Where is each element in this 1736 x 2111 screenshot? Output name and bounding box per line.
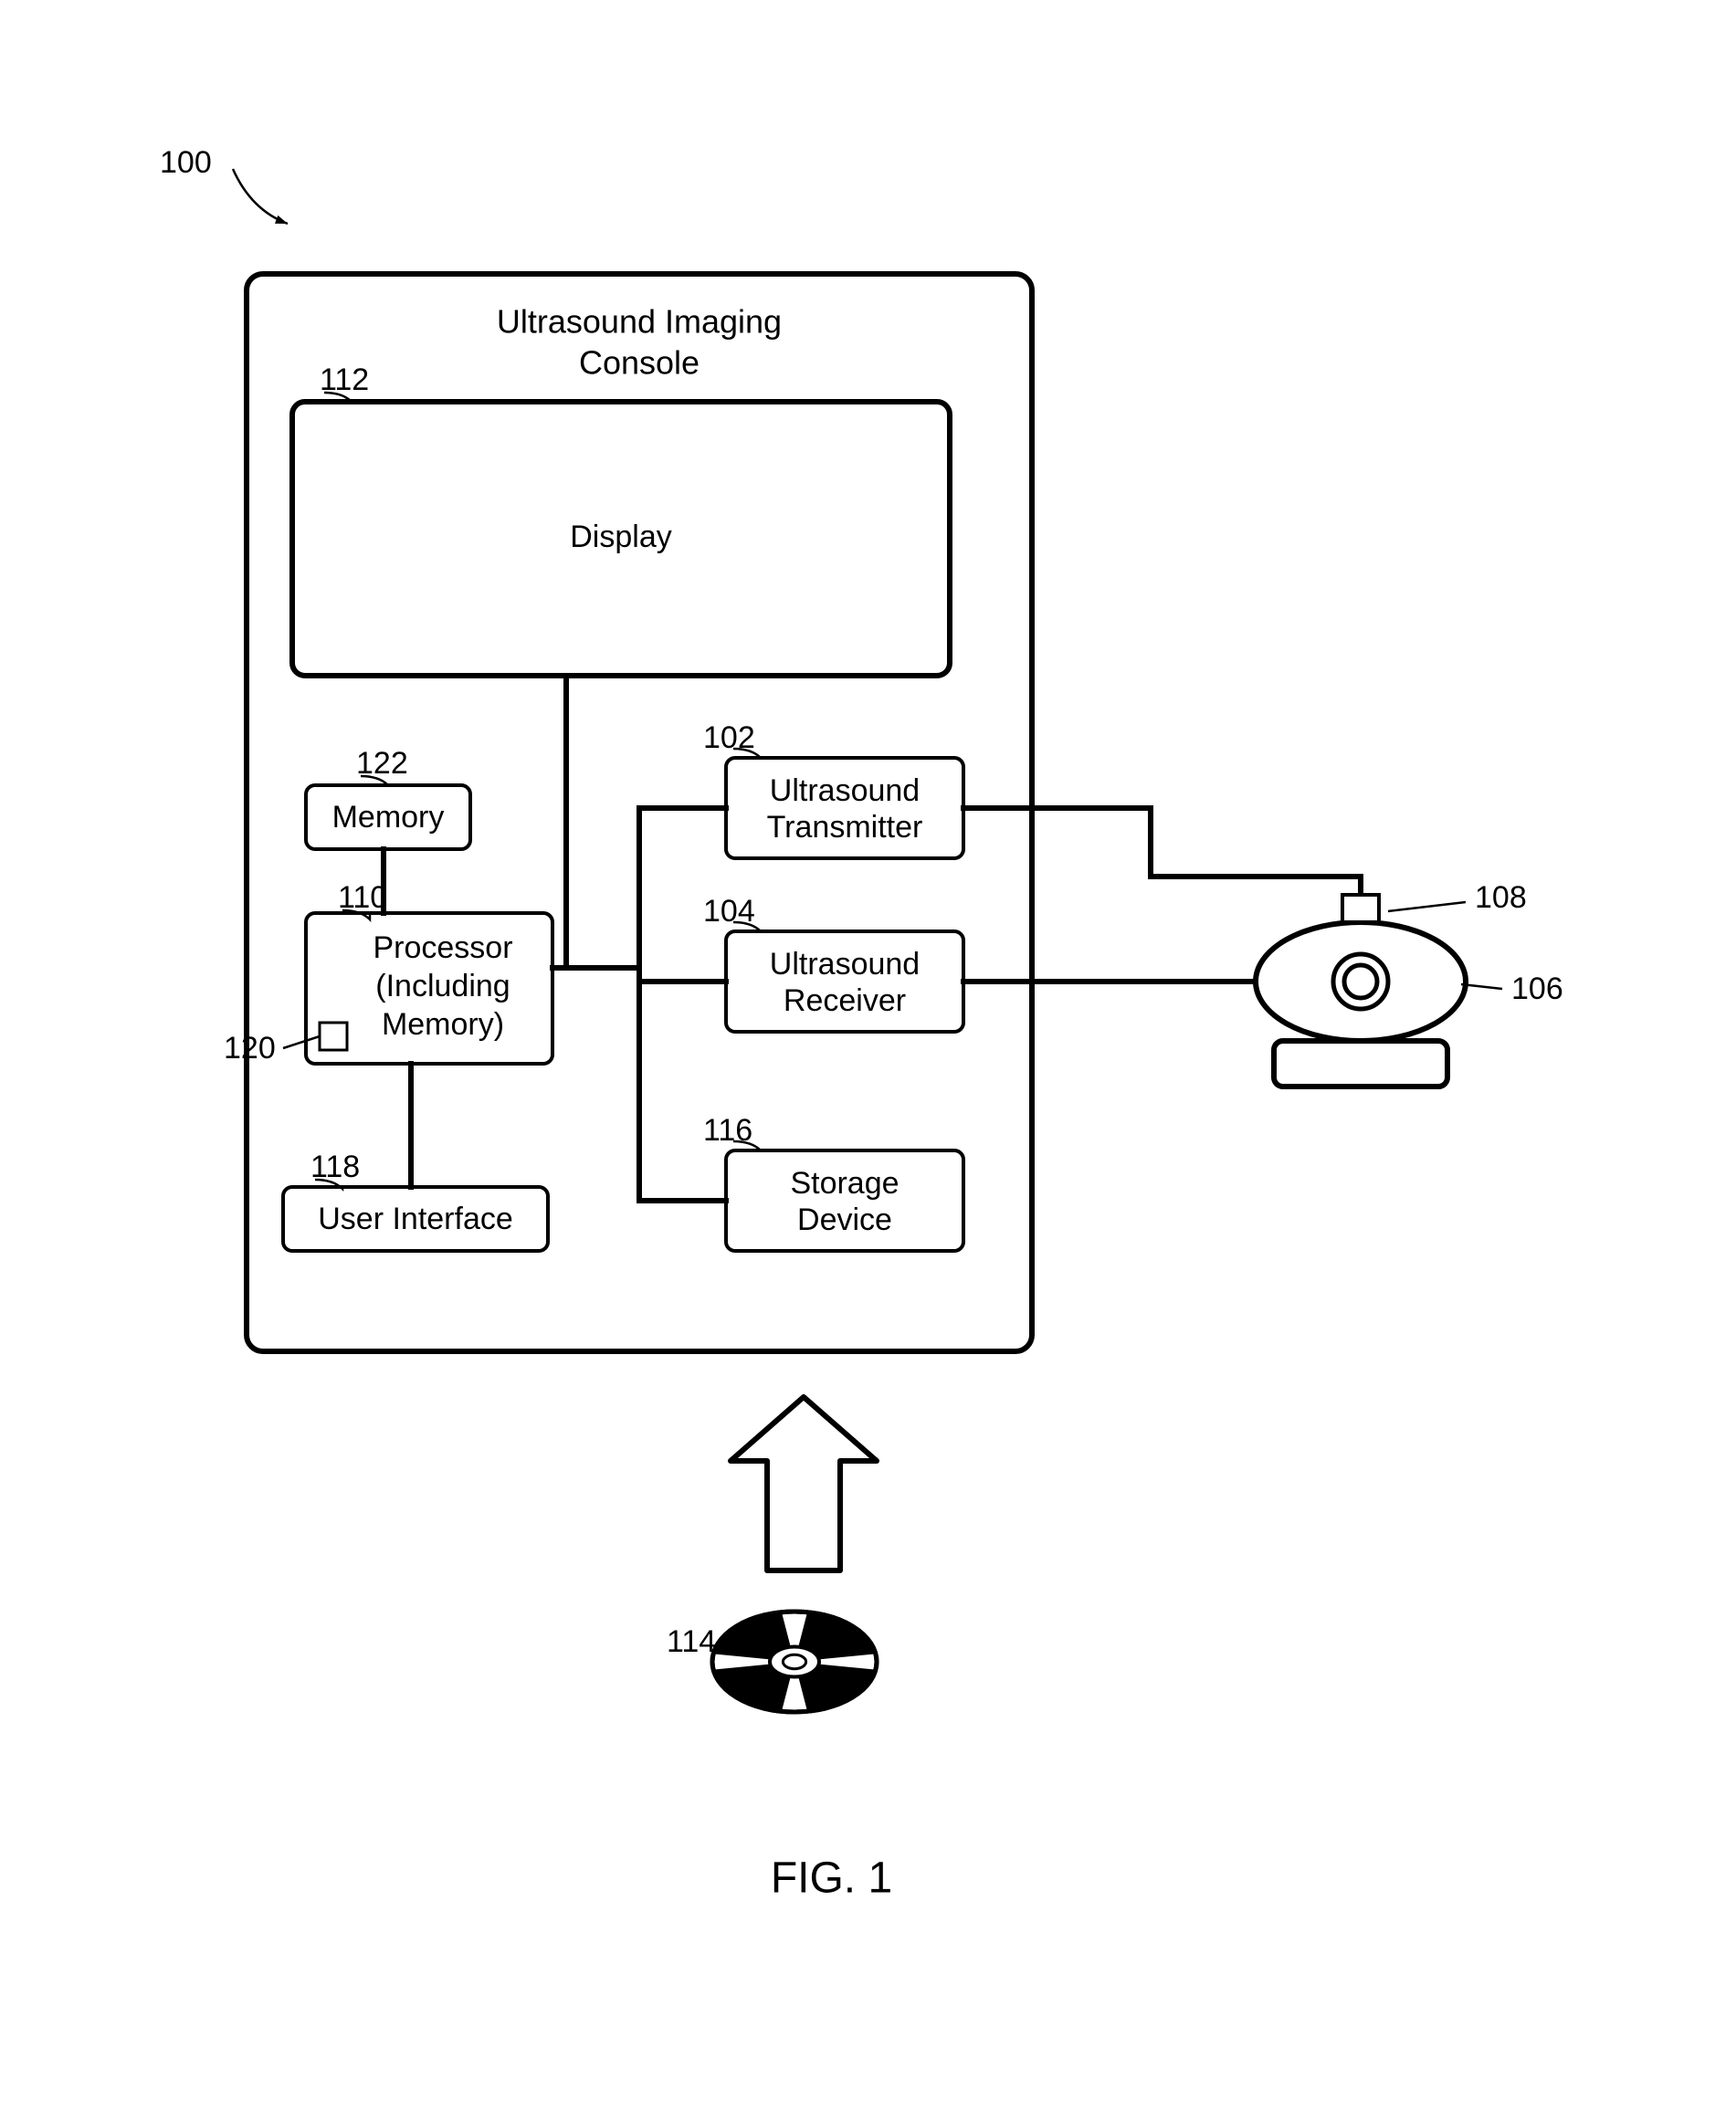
ref-114: 114 — [667, 1624, 716, 1659]
memory-label: Memory — [332, 800, 445, 835]
transmitter-label-1: Ultrasound — [770, 773, 920, 808]
ref-108: 108 — [1475, 880, 1527, 915]
user-interface-label: User Interface — [318, 1202, 513, 1236]
processor-memory-icon — [320, 1023, 347, 1050]
ref-106: 106 — [1511, 971, 1563, 1006]
ref-100: 100 — [160, 145, 212, 180]
receiver-label-2: Receiver — [784, 983, 906, 1018]
processor-label-1: Processor — [373, 930, 512, 965]
figure-caption: FIG. 1 — [771, 1854, 892, 1903]
processor-label-3: Memory) — [382, 1007, 504, 1042]
storage-label-1: Storage — [790, 1166, 899, 1201]
ref-120: 120 — [224, 1031, 276, 1066]
storage-label-2: Device — [797, 1203, 892, 1237]
console-title-1: Ultrasound Imaging — [497, 303, 782, 341]
console-title-2: Console — [579, 344, 700, 382]
display-label: Display — [570, 520, 671, 554]
processor-label-2: (Including — [375, 969, 510, 1003]
transmitter-label-2: Transmitter — [767, 810, 923, 845]
disc-icon — [712, 1612, 877, 1712]
receiver-label-1: Ultrasound — [770, 947, 920, 982]
